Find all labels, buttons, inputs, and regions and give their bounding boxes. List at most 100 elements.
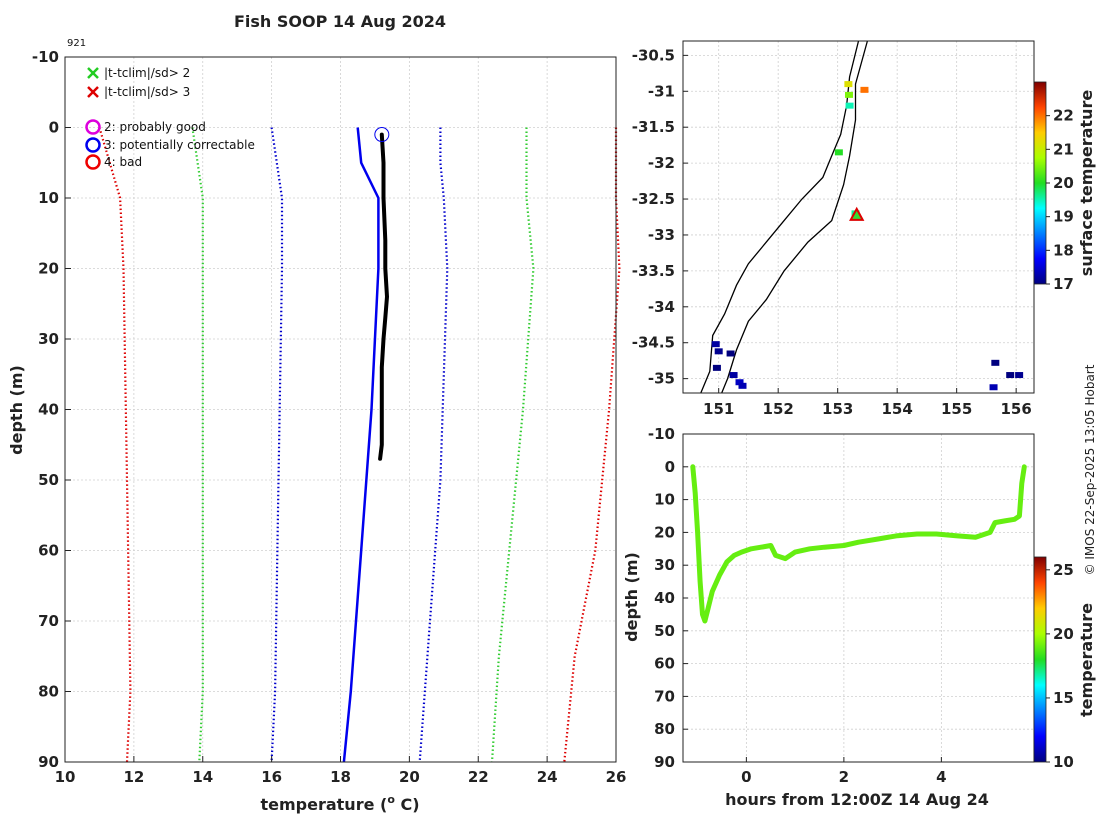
climatology-line: [342, 127, 380, 763]
colorbar-tick-label: 21: [1053, 140, 1074, 158]
time-depth-chart: 0 2 4 -10 0 10 20 30 40 50 60 70 80 90 hours from 12:…: [622, 425, 1096, 809]
y-tick-label: -10: [648, 425, 675, 443]
map-data-point: [714, 348, 723, 355]
y-tick-label: 80: [654, 720, 675, 738]
x-tick-label: 26: [606, 768, 627, 786]
y-tick-label: 30: [38, 330, 59, 348]
climatology-line: [191, 127, 204, 763]
climatology-line: [490, 127, 535, 763]
y-tick-label: 90: [654, 753, 675, 771]
colorbar-tick-label: 25: [1053, 561, 1074, 579]
map-data-point: [844, 91, 853, 98]
y-tick-label: -35: [648, 370, 675, 388]
map-colorbar-ticks: 17 18 19 20 21 22: [1046, 107, 1074, 293]
y-tick-label: 10: [38, 189, 59, 207]
x-tick-label: 10: [55, 768, 76, 786]
map-data-point: [726, 350, 735, 357]
colorbar-tick-label: 22: [1053, 107, 1074, 125]
y-tick-label: -34.5: [632, 334, 675, 352]
x-tick-label: 155: [941, 400, 972, 418]
x-tick-label: 24: [537, 768, 558, 786]
y-tick-label: 0: [665, 458, 675, 476]
x-tick-label: 152: [763, 400, 794, 418]
map-coastlines: [700, 40, 869, 394]
map-data-point: [844, 81, 853, 88]
y-tick-label: 50: [654, 622, 675, 640]
y-tick-label: -10: [32, 48, 59, 66]
chart-title: Fish SOOP 14 Aug 2024: [234, 12, 446, 31]
x-tick-label: 12: [123, 768, 144, 786]
x-tick-label: 20: [399, 768, 420, 786]
y-tick-label: -33.5: [632, 262, 675, 280]
y-tick-label: -31.5: [632, 118, 675, 136]
map-data-point: [860, 86, 869, 93]
y-tick-label: 70: [38, 612, 59, 630]
colorbar-tick-label: 19: [1053, 208, 1074, 226]
y-tick-label: 40: [654, 589, 675, 607]
map-data-point: [991, 359, 1000, 366]
x-tick-label: 2: [839, 768, 849, 786]
copyright-footer: © IMOS 22-Sep-2025 13:05 Hobart: [1083, 364, 1097, 575]
y-tick-label: 50: [38, 471, 59, 489]
profile-gridlines: [64, 56, 617, 763]
time-depth-ticks: 0 2 4 -10 0 10 20 30 40 50 60 70 80 90: [648, 425, 947, 786]
climatology-line: [563, 127, 621, 763]
legend-label: |t-tclim|/sd> 3: [104, 85, 190, 99]
map-chart: 151 152 153 154 155 156 -30.5 -31 -31.5 -32 -32.5 -…: [632, 40, 1096, 418]
map-location-marker: [849, 206, 865, 221]
colorbar-tick-label: 15: [1053, 689, 1074, 707]
map-data-point: [845, 102, 854, 109]
profile-legend: |t-tclim|/sd> 2 |t-tclim|/sd> 3 2: probabl…: [85, 66, 255, 170]
map-ticks: 151 152 153 154 155 156 -30.5 -31 -31.5 -32 -32.5 -…: [632, 46, 1032, 418]
profile-chart: Fish SOOP 14 Aug 2024 921 10 12 14 16 18 20 22…: [7, 12, 626, 814]
y-tick-label: 60: [38, 542, 59, 560]
x-tick-label: 151: [703, 400, 734, 418]
time-depth-gridlines: [683, 433, 1034, 763]
shelf-contour: [721, 40, 869, 394]
map-gridlines: [683, 41, 1034, 393]
y-tick-label: 10: [654, 491, 675, 509]
map-data-point: [711, 341, 720, 348]
x-tick-label: 0: [741, 768, 751, 786]
profile-series: [98, 127, 621, 763]
time-depth-colorbar: [1033, 556, 1047, 763]
time-depth-colorbar-ticks: 10 15 20 25: [1046, 561, 1074, 771]
y-tick-label: -30.5: [632, 46, 675, 64]
map-data-point: [738, 382, 747, 389]
time-depth-y-axis-label: depth (m): [622, 552, 641, 642]
map-data-point: [1015, 372, 1024, 379]
time-depth-track: [690, 464, 1027, 624]
y-tick-label: -32.5: [632, 190, 675, 208]
map-data-point: [1006, 372, 1015, 379]
colorbar-tick-label: 17: [1053, 275, 1074, 293]
y-tick-label: -31: [648, 82, 675, 100]
map-points: [711, 81, 1024, 391]
profile-ticks: 10 12 14 16 18 20 22 24 26 -10 0 10 20 30 40 50 60 70 80 90: [32, 48, 627, 786]
y-tick-label: 30: [654, 556, 675, 574]
climatology-line: [98, 127, 132, 763]
x-tick-label: 16: [261, 768, 282, 786]
profile-y-axis-label: depth (m): [7, 365, 26, 455]
y-tick-label: 80: [38, 683, 59, 701]
y-tick-label: 20: [38, 260, 59, 278]
map-data-point: [989, 384, 998, 391]
time-depth-track-line: [690, 464, 1027, 624]
map-colorbar-label: surface temperature: [1077, 90, 1096, 277]
map-data-point: [735, 379, 744, 386]
y-tick-label: -32: [648, 154, 675, 172]
legend-label: 3: potentially correctable: [104, 138, 255, 152]
coastline: [700, 40, 860, 394]
profile-data-line: [378, 132, 389, 461]
x-tick-label: 14: [192, 768, 213, 786]
legend-label: |t-tclim|/sd> 2: [104, 66, 190, 80]
legend-label: 4: bad: [104, 155, 142, 169]
colorbar-tick-label: 20: [1053, 625, 1074, 643]
legend-circle-marker: [85, 119, 101, 135]
colorbar-tick-label: 10: [1053, 753, 1074, 771]
y-tick-label: 90: [38, 753, 59, 771]
colorbar-tick-label: 20: [1053, 174, 1074, 192]
map-colorbar: [1033, 81, 1047, 285]
climatology-line: [270, 127, 284, 763]
climatology-line: [418, 127, 449, 763]
